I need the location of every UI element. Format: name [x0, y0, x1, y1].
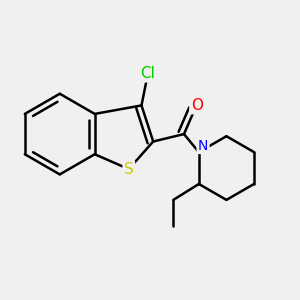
Text: N: N — [198, 139, 208, 153]
Text: S: S — [124, 162, 134, 177]
Text: O: O — [191, 98, 203, 113]
Text: Cl: Cl — [140, 66, 155, 81]
